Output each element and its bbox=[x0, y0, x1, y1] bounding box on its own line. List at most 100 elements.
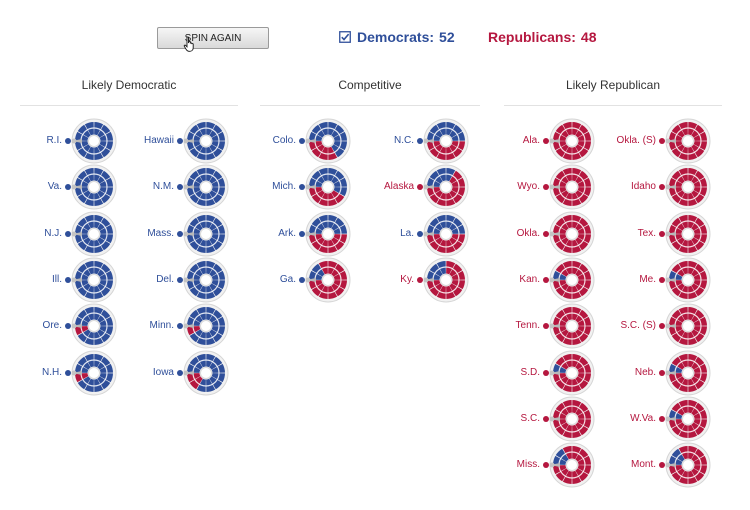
roulette-wheel-icon[interactable] bbox=[549, 396, 595, 442]
state-spinner-item[interactable]: Iowa bbox=[122, 350, 240, 396]
state-spinner-item[interactable]: Mass. bbox=[122, 211, 240, 257]
roulette-wheel-icon[interactable] bbox=[183, 257, 229, 303]
roulette-wheel-icon[interactable] bbox=[665, 396, 711, 442]
state-spinner-item[interactable]: N.H. bbox=[10, 350, 128, 396]
state-label: Ga. bbox=[279, 273, 296, 285]
state-spinner-item[interactable]: La. bbox=[362, 211, 480, 257]
state-spinner-item[interactable]: Neb. bbox=[604, 350, 722, 396]
roulette-wheel-icon[interactable] bbox=[423, 257, 469, 303]
wheel-segment bbox=[209, 124, 223, 138]
state-spinner-item[interactable]: N.C. bbox=[362, 118, 480, 164]
state-spinner-item[interactable]: Mich. bbox=[244, 164, 362, 210]
top-bar: SPIN AGAIN Democrats: 52 Republicans: 48 bbox=[0, 0, 750, 70]
roulette-wheel-icon[interactable] bbox=[665, 303, 711, 349]
state-spinner-item[interactable]: S.C. (S) bbox=[604, 303, 722, 349]
roulette-wheel-icon[interactable] bbox=[665, 164, 711, 210]
roulette-wheel-icon[interactable] bbox=[183, 118, 229, 164]
wheel-segment bbox=[331, 236, 345, 250]
roulette-wheel-icon[interactable] bbox=[665, 118, 711, 164]
roulette-wheel-icon[interactable] bbox=[71, 211, 117, 257]
wheel-segment bbox=[555, 448, 569, 462]
roulette-wheel-icon[interactable] bbox=[423, 118, 469, 164]
state-spinner-item[interactable]: Okla. (S) bbox=[604, 118, 722, 164]
column-title: Likely Democratic bbox=[81, 78, 177, 92]
state-spinner-item[interactable]: Ala. bbox=[488, 118, 606, 164]
roulette-wheel-icon[interactable] bbox=[71, 164, 117, 210]
wheel-segment bbox=[429, 283, 443, 297]
roulette-wheel-icon[interactable] bbox=[423, 211, 469, 257]
roulette-wheel-icon[interactable] bbox=[549, 257, 595, 303]
party-dot bbox=[65, 184, 71, 191]
wheel-segment bbox=[555, 375, 569, 389]
state-spinner-item[interactable]: Alaska bbox=[362, 164, 480, 210]
roulette-wheel-icon[interactable] bbox=[71, 118, 117, 164]
state-spinner-item[interactable]: Idaho bbox=[604, 164, 722, 210]
roulette-wheel-icon[interactable] bbox=[305, 164, 351, 210]
state-label: Mass. bbox=[147, 227, 174, 239]
state-label: Alaska bbox=[383, 181, 414, 193]
wheel-segment bbox=[209, 217, 223, 231]
state-spinner-item[interactable]: Miss. bbox=[488, 442, 606, 488]
wheel-segment bbox=[97, 190, 111, 204]
roulette-wheel-icon[interactable] bbox=[183, 350, 229, 396]
state-spinner-item[interactable]: Ill. bbox=[10, 257, 128, 303]
spin-again-button[interactable]: SPIN AGAIN bbox=[157, 27, 269, 49]
state-spinner-item[interactable]: Kan. bbox=[488, 257, 606, 303]
state-spinner-item[interactable]: Ark. bbox=[244, 211, 362, 257]
roulette-wheel-icon[interactable] bbox=[71, 303, 117, 349]
roulette-wheel-icon[interactable] bbox=[665, 442, 711, 488]
state-spinner-item[interactable]: Va. bbox=[10, 164, 128, 210]
state-spinner-item[interactable]: Me. bbox=[604, 257, 722, 303]
state-spinner-item[interactable]: N.J. bbox=[10, 211, 128, 257]
roulette-wheel-icon[interactable] bbox=[183, 211, 229, 257]
roulette-wheel-icon[interactable] bbox=[305, 257, 351, 303]
state-label: N.M. bbox=[152, 181, 174, 193]
state-label: N.C. bbox=[394, 135, 414, 146]
state-spinner-item[interactable]: Del. bbox=[122, 257, 240, 303]
roulette-wheel-icon[interactable] bbox=[549, 118, 595, 164]
state-spinner-item[interactable]: Hawaii bbox=[122, 118, 240, 164]
state-spinner-item[interactable]: Minn. bbox=[122, 303, 240, 349]
state-label: W.Va. bbox=[630, 412, 656, 424]
roulette-wheel-icon[interactable] bbox=[549, 442, 595, 488]
roulette-wheel-icon[interactable] bbox=[305, 211, 351, 257]
state-spinner-item[interactable]: Ky. bbox=[362, 257, 480, 303]
roulette-wheel-icon[interactable] bbox=[423, 164, 469, 210]
party-dot bbox=[177, 369, 183, 376]
state-spinner-item[interactable]: S.C. bbox=[488, 396, 606, 442]
roulette-wheel-icon[interactable] bbox=[549, 303, 595, 349]
state-spinner-item[interactable]: R.I. bbox=[10, 118, 128, 164]
republicans-label: Republicans: bbox=[488, 29, 576, 45]
state-spinner-item[interactable]: S.D. bbox=[488, 350, 606, 396]
roulette-wheel-icon[interactable] bbox=[71, 257, 117, 303]
roulette-wheel-icon[interactable] bbox=[549, 350, 595, 396]
wheel-segment bbox=[575, 356, 589, 370]
roulette-wheel-icon[interactable] bbox=[305, 118, 351, 164]
roulette-wheel-icon[interactable] bbox=[549, 211, 595, 257]
wheel-segment bbox=[671, 171, 685, 184]
roulette-wheel-icon[interactable] bbox=[549, 164, 595, 210]
roulette-wheel-icon[interactable] bbox=[183, 303, 229, 349]
state-label: Ala. bbox=[522, 135, 540, 146]
state-label: N.H. bbox=[42, 366, 62, 378]
wheel-segment bbox=[671, 309, 685, 323]
roulette-wheel-icon[interactable] bbox=[665, 350, 711, 396]
state-spinner-item[interactable]: Okla. bbox=[488, 211, 606, 257]
wheel-segment bbox=[671, 263, 685, 277]
state-spinner-item[interactable]: Tex. bbox=[604, 211, 722, 257]
state-spinner-item[interactable]: Ga. bbox=[244, 257, 362, 303]
state-spinner-item[interactable]: Colo. bbox=[244, 118, 362, 164]
state-spinner-item[interactable]: Mont. bbox=[604, 442, 722, 488]
wheel-segment bbox=[311, 190, 325, 204]
wheel-segment bbox=[449, 217, 463, 231]
state-spinner-item[interactable]: Ore. bbox=[10, 303, 128, 349]
roulette-wheel-icon[interactable] bbox=[665, 211, 711, 257]
state-spinner-item[interactable]: W.Va. bbox=[604, 396, 722, 442]
state-spinner-item[interactable]: Wyo. bbox=[488, 164, 606, 210]
state-spinner-item[interactable]: N.M. bbox=[122, 164, 240, 210]
party-dot bbox=[543, 230, 549, 237]
roulette-wheel-icon[interactable] bbox=[665, 257, 711, 303]
roulette-wheel-icon[interactable] bbox=[183, 164, 229, 210]
state-spinner-item[interactable]: Tenn. bbox=[488, 303, 606, 349]
roulette-wheel-icon[interactable] bbox=[71, 350, 117, 396]
